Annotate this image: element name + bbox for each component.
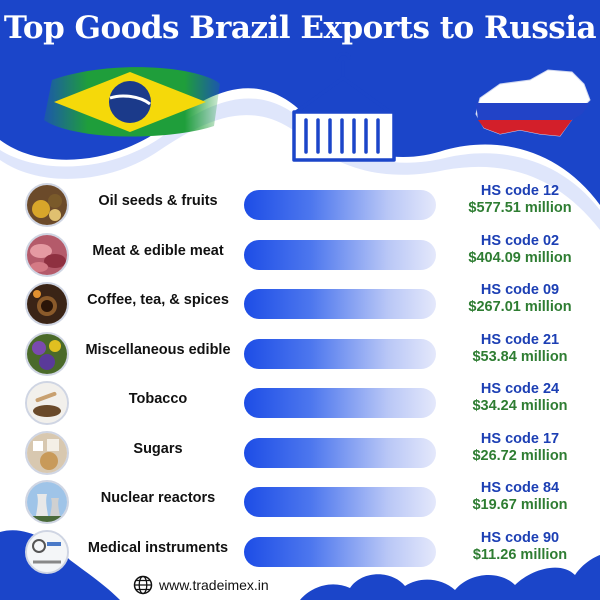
value-label: $577.51 million [468, 200, 572, 216]
bar [244, 487, 436, 517]
value-label: $53.84 million [472, 348, 568, 365]
medical-instruments-photo-icon [25, 529, 69, 574]
shipping-container-icon [292, 52, 396, 162]
chart-row: Nuclear reactors HS code 84 $19.67 million [0, 478, 600, 526]
bar [244, 338, 436, 369]
bar [244, 289, 436, 319]
value-label: $34.24 million [472, 398, 568, 414]
value-label: $19.67 million [472, 497, 568, 513]
hs-code-label: HS code 02 [480, 232, 560, 249]
value-label: $11.26 million [472, 546, 568, 563]
meat-photo-icon [25, 232, 69, 277]
category-label: Oil seeds & fruits [98, 193, 218, 209]
website-link[interactable]: www.tradeimex.in [159, 577, 269, 593]
hs-code-label: HS code 84 [480, 480, 560, 496]
chart-row: Oil seeds & fruits HS code 12 $577.51 mill… [0, 181, 600, 229]
brazil-flag-icon [44, 67, 220, 137]
bar [244, 190, 436, 220]
tobacco-photo-icon [25, 381, 69, 425]
hs-code-label: HS code 90 [480, 529, 560, 546]
category-label: Sugars [133, 440, 183, 457]
category-label: Miscellaneous edible [85, 341, 231, 358]
misc-edible-photo-icon [25, 331, 69, 376]
bar [244, 437, 436, 468]
nuclear-reactor-photo-icon [25, 480, 69, 524]
footer-cloud-right [300, 555, 600, 600]
category-label: Tobacco [128, 391, 188, 407]
category-label: Medical instruments [87, 539, 229, 556]
sugars-photo-icon [25, 430, 69, 475]
category-label: Coffee, tea, & spices [87, 292, 229, 308]
bar [244, 536, 436, 567]
header-band [0, 0, 600, 205]
value-label: $267.01 million [468, 299, 572, 315]
oil-seeds-photo-icon [25, 183, 69, 227]
page-title: Top Goods Brazil Exports to Russia [3, 10, 597, 46]
chart-row: Coffee, tea, & spices HS code 09 $267.01 m… [0, 280, 600, 328]
hs-code-label: HS code 17 [480, 430, 560, 447]
coffee-photo-icon [25, 282, 69, 326]
bar [244, 239, 436, 270]
category-label: Nuclear reactors [100, 490, 216, 506]
chart-row: Medical instruments HS code 90 $11.26 mill… [0, 528, 600, 576]
value-label: $26.72 million [472, 447, 568, 464]
chart-row: Meat & edible meat HS code 02 $404.09 mill… [0, 231, 600, 279]
globe-icon [133, 575, 153, 595]
chart-row: Sugars HS code 17 $26.72 million [0, 429, 600, 477]
bar [244, 388, 436, 418]
hs-code-label: HS code 09 [480, 282, 560, 298]
hs-code-label: HS code 12 [480, 183, 560, 199]
hs-code-label: HS code 24 [480, 381, 560, 397]
russia-map-icon [475, 69, 591, 137]
hs-code-label: HS code 21 [480, 331, 560, 348]
chart-row: Miscellaneous edible HS code 21 $53.84 mil… [0, 330, 600, 378]
value-label: $404.09 million [468, 249, 572, 266]
chart-row: Tobacco HS code 24 $34.24 million [0, 379, 600, 427]
category-label: Meat & edible meat [92, 242, 224, 259]
